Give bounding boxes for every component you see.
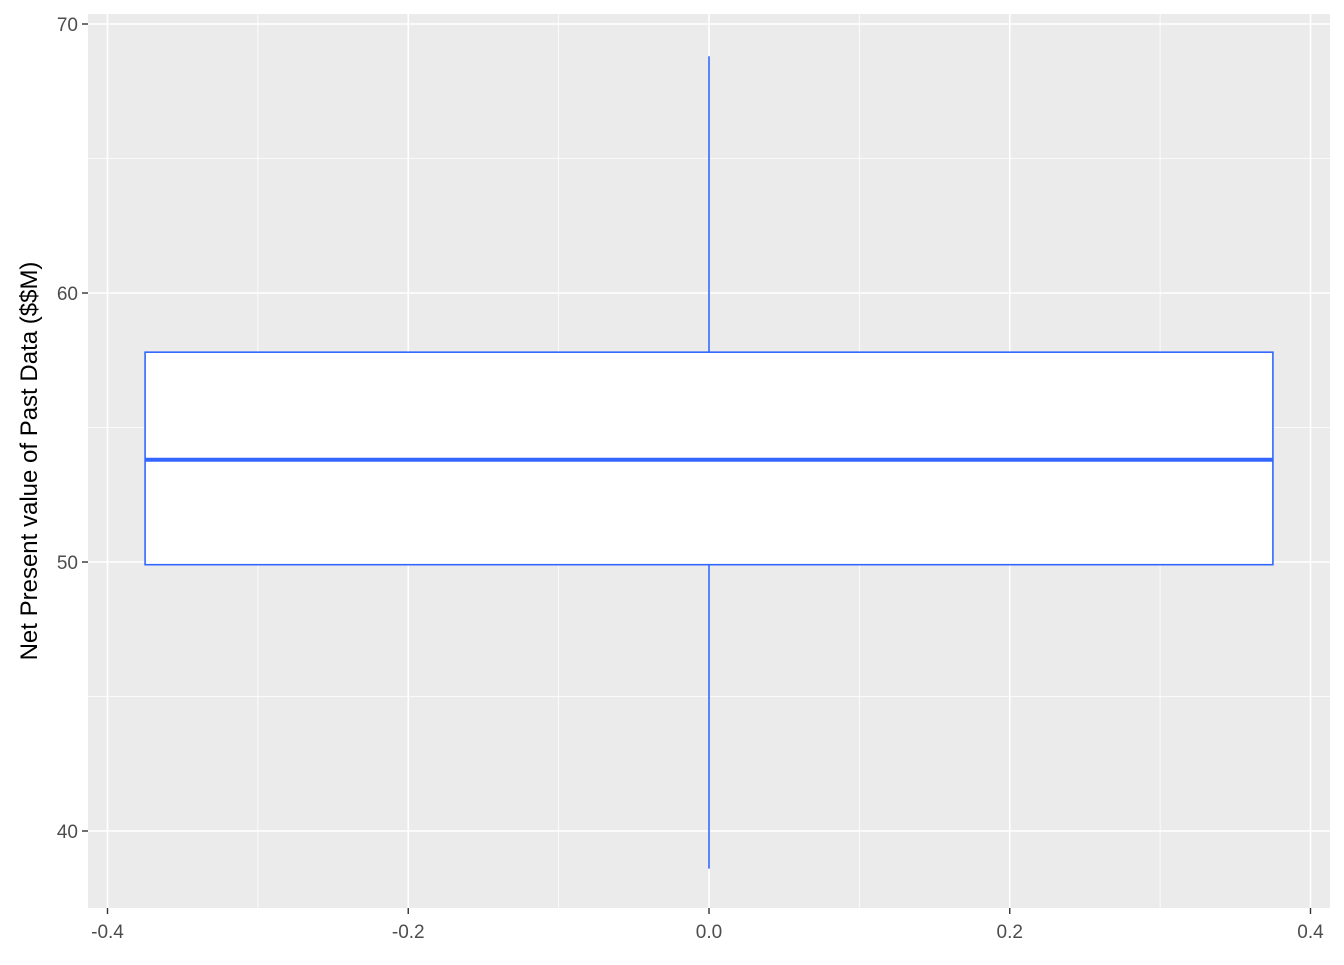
y-axis-label: Net Present value of Past Data ($$M) (16, 262, 43, 661)
x-tick-label: 0.2 (997, 922, 1023, 943)
x-tick-label: -0.2 (392, 922, 425, 943)
y-tick-label: 40 (57, 822, 78, 843)
axes: -0.4 -0.2 0.0 0.2 0.4 40 50 60 70 (57, 15, 1324, 943)
x-tick-label: 0.0 (696, 922, 722, 943)
y-tick-label: 50 (57, 553, 78, 574)
x-tick-label: -0.4 (91, 922, 124, 943)
box-marks (144, 56, 1274, 869)
y-tick-label: 70 (57, 15, 78, 36)
y-tick-label: 60 (57, 284, 78, 305)
x-tick-label: 0.4 (1297, 922, 1324, 943)
